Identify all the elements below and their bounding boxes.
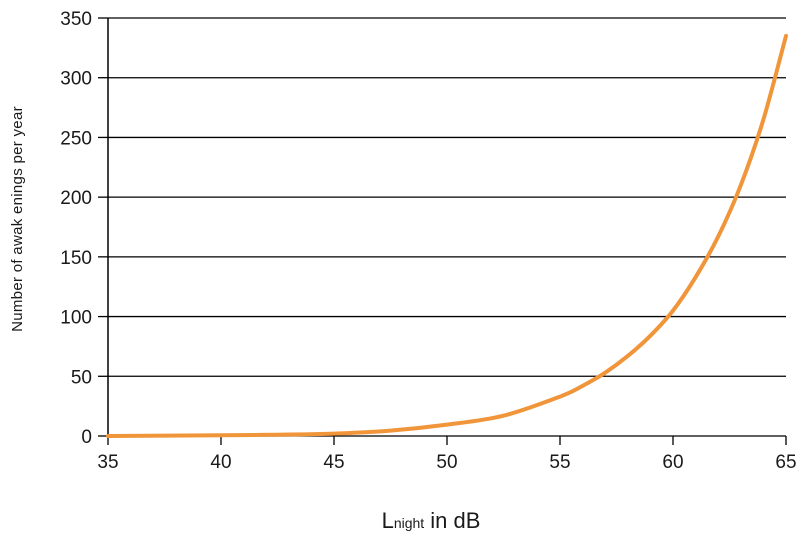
x-axis-label-main: L (382, 508, 394, 533)
x-tick-label-45: 45 (323, 452, 344, 473)
y-tick-label-150: 150 (60, 248, 92, 269)
x-tick-labels: 35 40 45 50 55 60 65 (97, 452, 796, 473)
x-tick-label-60: 60 (662, 452, 683, 473)
axes (98, 17, 787, 445)
y-tick-label-200: 200 (60, 188, 92, 209)
y-axis-label: Number of awak enings per year (9, 106, 26, 332)
grid-lines (108, 17, 786, 437)
series (106, 33, 788, 438)
x-tick-label-65: 65 (775, 452, 796, 473)
x-axis-label: Lnight in dB (382, 508, 481, 533)
x-axis-label-subscript: night (394, 515, 424, 531)
y-tick-label-250: 250 (60, 128, 92, 149)
x-axis-label-unit: in dB (424, 508, 480, 533)
y-tick-labels: 0 50 100 150 200 250 300 350 (60, 9, 92, 448)
y-tick-label-300: 300 (60, 69, 92, 90)
y-tick-label-50: 50 (71, 367, 92, 388)
y-tick-label-0: 0 (81, 427, 92, 448)
x-tick-label-40: 40 (210, 452, 231, 473)
series-line-0 (106, 33, 788, 438)
x-tick-label-55: 55 (549, 452, 570, 473)
y-tick-label-100: 100 (60, 308, 92, 329)
y-tick-label-350: 350 (60, 9, 92, 30)
x-tick-label-35: 35 (97, 452, 118, 473)
x-tick-label-50: 50 (436, 452, 457, 473)
